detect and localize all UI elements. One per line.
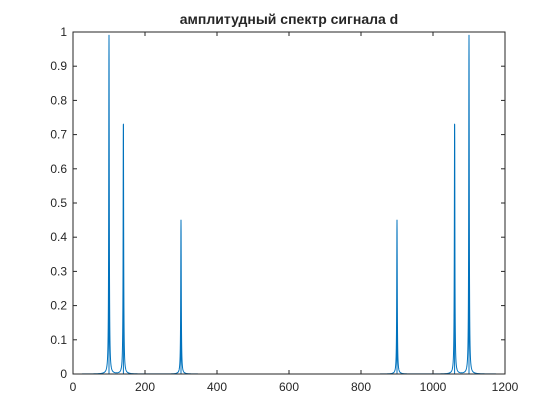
y-tick-label: 0.7 (50, 128, 67, 142)
axes-layer (72, 31, 506, 375)
y-tick-label: 0.1 (50, 333, 67, 347)
y-tick-label: 1 (60, 25, 67, 39)
spectrum-series-line (73, 34, 505, 375)
y-tick-label: 0.6 (50, 162, 67, 176)
y-tick-label: 0.8 (50, 93, 67, 107)
x-tick-label: 1000 (420, 380, 447, 394)
y-tick-label: 0.5 (50, 196, 67, 210)
y-tick-label: 0.4 (50, 230, 67, 244)
y-tick-label: 0.2 (50, 299, 67, 313)
series-layer (73, 34, 505, 375)
x-tick-label: 0 (70, 380, 77, 394)
x-tick-label: 400 (207, 380, 227, 394)
y-tick-label: 0.3 (50, 264, 67, 278)
x-tick-label: 800 (351, 380, 371, 394)
x-axis: 0 200 400 600 800 1000 1200 (70, 32, 519, 394)
y-axis: 0 0.1 0.2 0.3 0.4 0.5 0.6 0.7 0.8 0.9 1 (50, 25, 505, 381)
plot-box (72, 31, 506, 375)
y-tick-label: 0.9 (50, 59, 67, 73)
x-tick-label: 600 (279, 380, 299, 394)
x-tick-label: 200 (135, 380, 155, 394)
chart-title: амплитудный спектр сигнала d (180, 11, 398, 27)
x-tick-label: 1200 (492, 380, 519, 394)
y-tick-label: 0 (60, 367, 67, 381)
